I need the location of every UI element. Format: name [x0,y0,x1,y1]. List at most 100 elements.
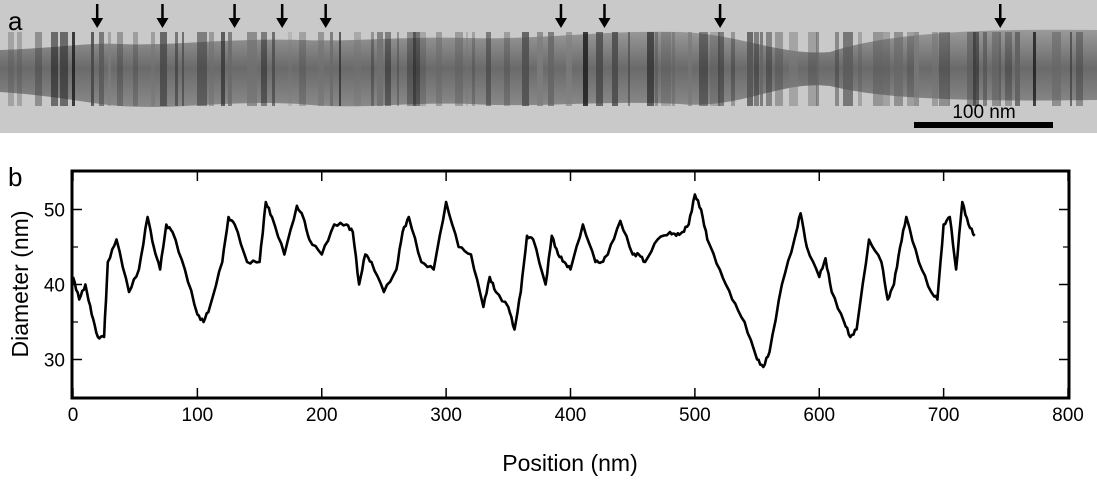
twin-stripe [17,32,22,106]
twin-stripe [99,32,104,106]
twin-stripe [688,32,692,106]
twin-stripe [288,32,292,106]
twin-stripe [992,32,999,106]
twin-stripe [766,32,772,106]
defect-arrow-head [276,18,289,28]
twin-stripe [175,32,178,106]
twin-stripe [566,32,572,106]
twin-stripe [760,32,763,106]
twin-stripe [472,32,475,106]
twin-stripe [221,32,225,106]
twin-stripe [1005,32,1012,106]
twin-stripe [407,32,416,106]
defect-arrow-head [994,18,1007,28]
twin-stripe [731,32,735,106]
defect-arrow-head [228,18,241,28]
twin-stripe [754,32,759,106]
twin-stripe [466,32,468,106]
twin-stripe [72,32,75,106]
twin-stripe [914,32,919,106]
twin-stripe [247,32,257,106]
twin-stripe [710,32,720,106]
y-axis-title: Diameter (nm) [7,211,33,358]
twin-stripe [1015,32,1020,106]
defect-arrow-head [91,18,104,28]
scale-bar [914,122,1053,128]
y-tick-label: 40 [44,276,65,297]
twin-stripe [1033,32,1036,106]
twin-stripe [413,32,420,106]
defect-arrows [91,4,1007,28]
x-tick-label: 700 [928,405,960,426]
x-tick-label: 100 [182,405,214,426]
twin-stripe [261,32,267,106]
plot-frame [70,169,1071,400]
twin-stripe [883,32,890,106]
twin-stripe [718,32,724,106]
y-tick-label: 30 [44,351,65,372]
twin-stripe [182,32,184,106]
scale-bar-label: 100 nm [952,102,1015,123]
twin-stripe [596,32,603,106]
twin-stripe [91,32,94,106]
twin-stripe [789,32,798,106]
twin-stripe [612,32,618,106]
twin-stripe [486,32,491,106]
twin-stripe [548,32,554,106]
twin-stripe [35,32,42,106]
twin-stripe [873,32,883,106]
x-axis-ticks: 0 100 200 300 400 500 600 700 800 [68,172,1084,426]
panel-a-label: a [8,6,23,36]
twin-stripe [330,32,333,106]
twin-stripe [661,32,671,106]
twin-stripe [932,32,938,106]
twin-stripe [377,32,383,106]
twin-stripe [522,32,529,106]
twin-stripe [385,32,391,106]
twin-stripe [371,32,374,106]
twin-stripe [117,32,123,106]
twin-stripe [747,32,753,106]
twin-stripe [655,32,658,106]
twin-stripe [318,32,324,106]
defect-arrow-head [554,18,567,28]
twin-stripe [160,32,167,106]
twin-stripe [151,32,155,106]
twin-stripe [1052,32,1061,106]
twin-stripe [628,32,630,106]
twin-stripe [948,32,950,106]
twin-stripe [808,32,817,106]
y-axis-ticks: 30 40 50 [44,201,1068,372]
twin-stripe [397,32,399,106]
twin-stripe [60,32,68,106]
x-tick-label: 500 [679,405,711,426]
twin-stripe [973,32,979,106]
twin-stripe [858,32,862,106]
twin-stripe [436,32,442,106]
twin-stripe [354,32,361,106]
twin-stripe [420,32,426,106]
twin-stripe [133,32,138,106]
twin-stripe [775,32,783,106]
twin-stripe [583,32,588,106]
twin-stripe [51,32,58,106]
twin-boundary-stripes [8,32,1083,106]
twin-stripe [455,32,463,106]
twin-stripe [299,32,306,106]
twin-stripe [1076,32,1083,106]
twin-stripe [816,32,819,106]
tem-micrograph: a 100 nm [0,0,1097,133]
twin-stripe [907,32,914,106]
twin-stripe [339,32,341,106]
y-tick-label: 50 [44,201,65,222]
x-tick-label: 0 [68,405,79,426]
defect-arrow-head [319,18,332,28]
diameter-chart: 0 100 200 300 400 500 600 700 800 30 40 50 Positio… [7,169,1084,476]
twin-stripe [272,32,275,106]
x-tick-label: 800 [1052,405,1084,426]
twin-stripe [108,32,111,106]
twin-stripe [894,32,903,106]
twin-stripe [939,32,948,106]
twin-stripe [537,32,543,106]
defect-arrow-head [598,18,611,28]
